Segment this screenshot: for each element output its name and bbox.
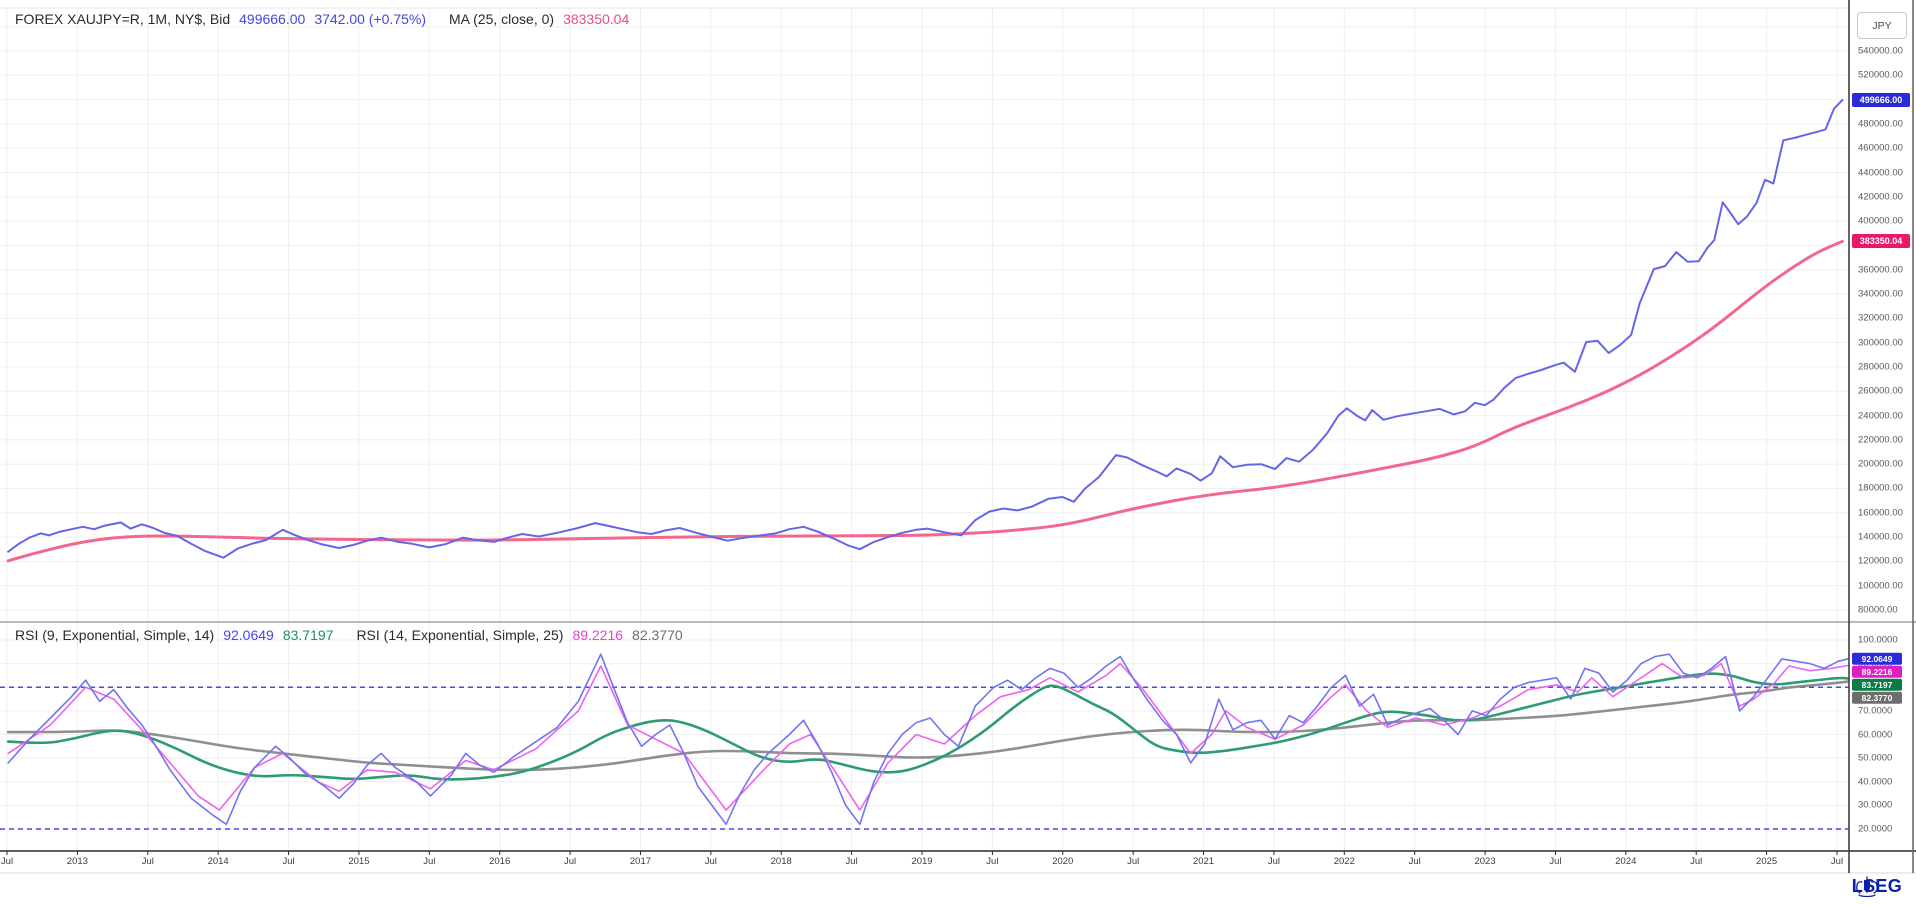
- ma-legend-label: MA (25, close, 0): [449, 11, 555, 27]
- rsi-axis-label: 100.0000: [1858, 634, 1898, 646]
- x-axis-label: 2025: [1756, 856, 1778, 867]
- price-axis-label: 460000.00: [1858, 142, 1903, 154]
- rsi14-smooth-value: 82.3770: [632, 627, 683, 643]
- rsi-badge: 83.7197: [1852, 678, 1902, 691]
- price-axis-label: 520000.00: [1858, 69, 1903, 81]
- price-axis-label: 180000.00: [1858, 482, 1903, 494]
- x-axis-label: 2021: [1192, 856, 1215, 867]
- x-axis-label: 2023: [1474, 856, 1496, 867]
- x-axis-label: 2014: [207, 856, 229, 867]
- price-axis-label: 140000.00: [1858, 531, 1903, 543]
- rsi9-label: RSI (9, Exponential, Simple, 14): [15, 627, 215, 643]
- price-axis-label: 220000.00: [1858, 434, 1903, 446]
- x-axis-label: Jul: [704, 856, 717, 867]
- x-axis-label: Jul: [845, 856, 858, 867]
- x-axis-label: Jul: [1690, 856, 1703, 867]
- x-axis-label: Jul: [282, 856, 295, 867]
- price-axis-label: 200000.00: [1858, 458, 1903, 470]
- price-axis-label: 100000.00: [1858, 580, 1903, 592]
- x-axis-label: 2018: [770, 856, 792, 867]
- x-axis-label: 2020: [1052, 856, 1074, 867]
- x-axis-label: 2017: [629, 856, 652, 867]
- price-axis-label: 300000.00: [1858, 337, 1903, 349]
- price-axis-label: 320000.00: [1858, 312, 1903, 324]
- rsi-axis-label: 30.0000: [1858, 799, 1893, 811]
- x-axis-label: Jul: [1267, 856, 1280, 867]
- rsi14-value: 89.2216: [572, 627, 624, 643]
- x-axis-label: 2022: [1333, 856, 1355, 867]
- price-axis-label: 80000.00: [1858, 604, 1898, 616]
- x-axis-label: Jul: [423, 856, 436, 867]
- price-axis-label: 280000.00: [1858, 361, 1903, 373]
- rsi-axis-label: 20.0000: [1858, 823, 1893, 835]
- rsi-axis-label: 50.0000: [1858, 752, 1893, 764]
- series-xaujpy-r-bid: [7, 99, 1844, 559]
- x-axis-label: 2015: [348, 856, 370, 867]
- x-axis-label: Jul: [1408, 856, 1421, 867]
- x-axis-label: Jul: [563, 856, 577, 867]
- series-rsi-14-exponential-: [7, 662, 1849, 811]
- rsi14-label: RSI (14, Exponential, Simple, 25): [356, 627, 564, 643]
- x-axis-label: 2013: [66, 856, 88, 867]
- rsi-axis-label: 40.0000: [1858, 776, 1893, 788]
- x-axis-label: 2024: [1615, 856, 1637, 867]
- ma-legend-value: 383350.04: [563, 11, 630, 27]
- rsi-badge: 82.3770: [1852, 691, 1902, 704]
- x-axis-label: Jul: [141, 856, 154, 867]
- price-axis-label: 440000.00: [1858, 167, 1903, 179]
- price-axis-label: 120000.00: [1858, 555, 1903, 567]
- x-axis-label: Jul: [0, 856, 14, 867]
- last-price-badge: 499666.00: [1852, 93, 1910, 107]
- rsi-axis-label: 60.0000: [1858, 729, 1893, 740]
- lseg-logo: LSEG: [1852, 876, 1902, 898]
- price-axis-label: 260000.00: [1858, 385, 1903, 397]
- x-axis-label: Jul: [1127, 856, 1140, 867]
- price-legend[interactable]: FOREX XAUJPY=R, 1M, NY$, Bid 499666.00 3…: [15, 11, 629, 27]
- price-change: 3742.00 (+0.75%): [314, 11, 427, 27]
- price-axis-label: 540000.00: [1858, 45, 1903, 57]
- x-axis-label: Jul: [1830, 856, 1844, 867]
- price-axis-label: 160000.00: [1858, 507, 1903, 519]
- x-axis-label: 2016: [489, 856, 511, 867]
- rsi-badge: 92.0649: [1852, 652, 1902, 665]
- ma-value-badge: 383350.04: [1852, 234, 1910, 249]
- price-axis-label: 480000.00: [1858, 118, 1903, 130]
- rsi-legend[interactable]: RSI (9, Exponential, Simple, 14) 92.0649…: [15, 627, 683, 643]
- currency-axis-box[interactable]: JPY: [1857, 12, 1907, 39]
- x-axis-label: Jul: [1549, 856, 1562, 867]
- series-rsi-14-smoothed-sma-25-: [6, 680, 1850, 772]
- x-axis-label: 2019: [911, 856, 933, 867]
- rsi9-value: 92.0649: [223, 627, 274, 643]
- price-axis-label: 360000.00: [1858, 264, 1903, 276]
- price-axis-label: 340000.00: [1858, 288, 1903, 300]
- x-axis-label: Jul: [986, 856, 999, 867]
- rsi-badge: 89.2216: [1852, 665, 1902, 678]
- last-price: 499666.00: [239, 11, 306, 27]
- series-rsi-9-exponential-: [7, 653, 1849, 826]
- price-axis-label: 400000.00: [1858, 215, 1903, 227]
- series-ma-25-close-0-: [6, 239, 1844, 563]
- price-axis-label: 240000.00: [1858, 410, 1903, 422]
- lseg-crest-icon: [1855, 876, 1878, 898]
- rsi9-smooth-value: 83.7197: [282, 627, 334, 643]
- rsi-axis-label: 70.0000: [1858, 705, 1893, 717]
- symbol-title: FOREX XAUJPY=R, 1M, NY$, Bid: [15, 11, 231, 27]
- price-axis-label: 420000.00: [1858, 191, 1903, 203]
